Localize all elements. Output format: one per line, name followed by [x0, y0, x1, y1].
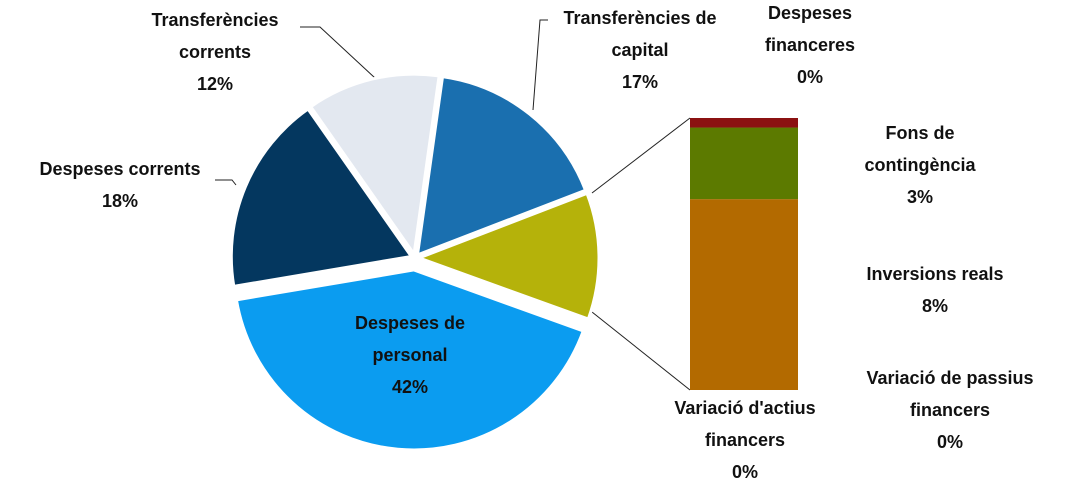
category-label: Inversions reals: [866, 264, 1004, 284]
leader-line: [532, 19, 548, 111]
bar-segment: [690, 127, 798, 200]
data-label: Despeses de personal 42%: [325, 307, 495, 403]
connector-line: [591, 311, 691, 391]
bar-segment: [690, 118, 798, 128]
value-label: 42%: [391, 377, 429, 397]
value-label: 8%: [921, 296, 948, 316]
data-label: Variació d'actius financers 0%: [645, 392, 845, 485]
value-label: 3%: [906, 187, 933, 207]
pie-slice: [308, 72, 441, 259]
leader-line: [300, 26, 376, 79]
category-label: Despeses financeres: [764, 3, 856, 55]
value-label: 0%: [731, 462, 758, 482]
data-label: Despeses financeres 0%: [735, 0, 885, 93]
category-label: Variació d'actius financers: [674, 398, 816, 450]
value-label: 0%: [796, 67, 823, 87]
category-label: Despeses corrents: [39, 159, 201, 179]
data-label: Fons de contingència 3%: [840, 117, 1000, 213]
connector-line: [591, 117, 691, 194]
category-label: Transferències corrents: [151, 10, 279, 62]
pie-slice: [414, 191, 601, 321]
value-label: 0%: [936, 432, 963, 452]
value-label: 17%: [621, 72, 659, 92]
data-label: Transferències de capital 17%: [540, 2, 740, 98]
data-label: Variació de passius financers 0%: [840, 362, 1060, 458]
leader-lines: [215, 19, 691, 391]
bar-segment: [690, 199, 798, 390]
data-label: Inversions reals 8%: [835, 258, 1035, 322]
category-label: Despeses de personal: [354, 313, 466, 365]
category-label: Transferències de capital: [563, 8, 717, 60]
pie-slice: [234, 268, 586, 452]
pie-slice: [415, 74, 588, 258]
pie-slice: [229, 106, 414, 289]
leader-line: [215, 179, 237, 186]
category-label: Fons de contingència: [864, 123, 976, 175]
value-label: 12%: [196, 74, 234, 94]
category-label: Variació de passius financers: [866, 368, 1034, 420]
data-label: Transferències corrents 12%: [130, 4, 300, 100]
value-label: 18%: [101, 191, 139, 211]
data-label: Despeses corrents 18%: [5, 153, 235, 217]
